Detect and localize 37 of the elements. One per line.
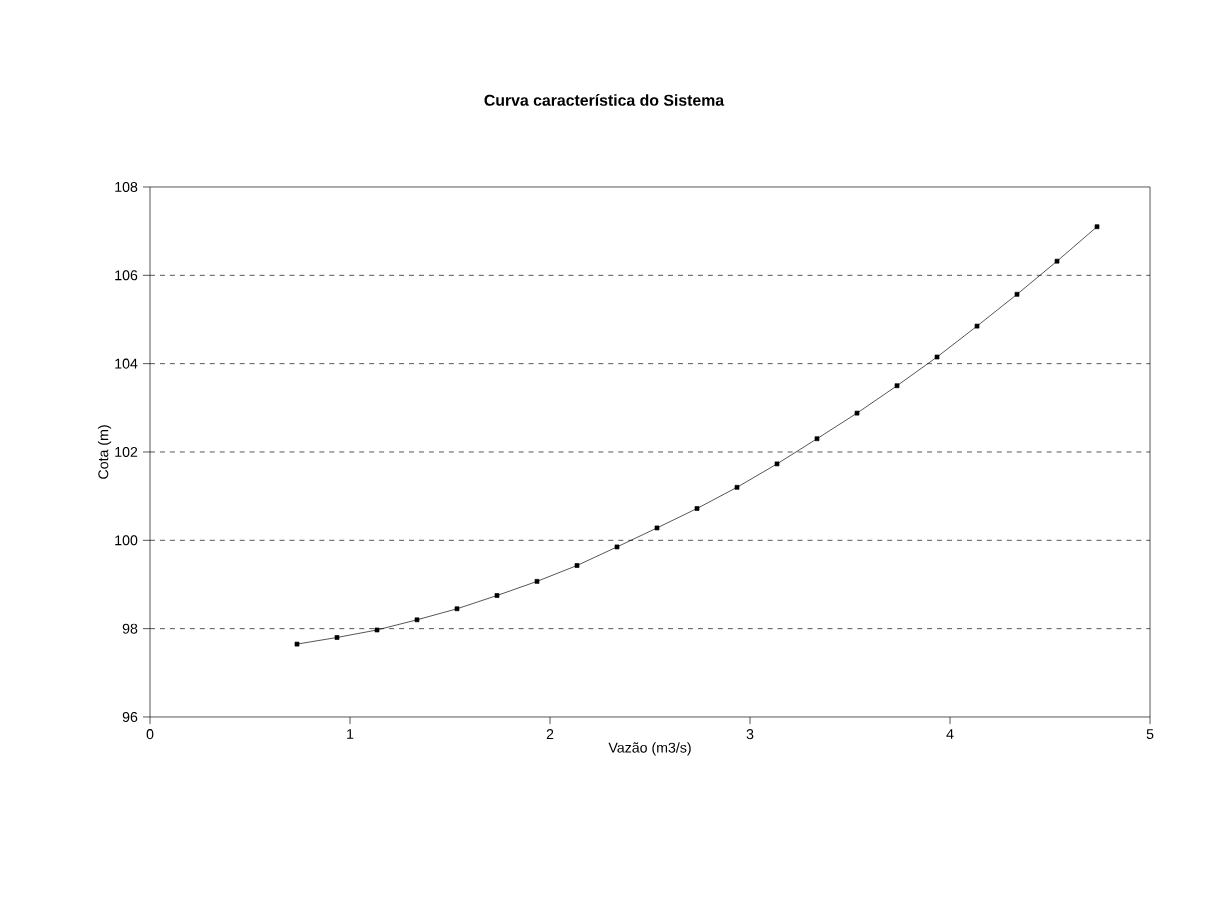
point [774, 461, 780, 467]
point [1094, 224, 1100, 230]
x-tick-label: 5 [1146, 729, 1154, 739]
point [854, 410, 860, 416]
point [414, 617, 420, 623]
point [894, 383, 900, 389]
point [334, 635, 340, 640]
x-axis-title: Vazão (m3/s) [608, 742, 691, 756]
y-tick-label: 106 [115, 270, 138, 281]
y-tick-label: 100 [115, 535, 138, 546]
point [1014, 291, 1020, 297]
x-tick-label: 4 [946, 729, 954, 739]
x-tick-label: 1 [347, 729, 354, 739]
y-tick-label: 104 [115, 358, 138, 369]
y-tick-label: 96 [122, 711, 138, 722]
point [1054, 258, 1060, 264]
point [574, 563, 580, 568]
point [534, 579, 540, 584]
point [494, 593, 500, 598]
x-tick-label: 3 [746, 729, 754, 740]
chart-title: Curva característica do Sistema [484, 94, 725, 106]
y-tick-label: 98 [122, 623, 138, 634]
point [694, 506, 700, 511]
y-tick-label: 102 [115, 446, 138, 457]
point [454, 606, 460, 612]
point [654, 525, 660, 531]
x-tick-label: 2 [546, 729, 554, 740]
point [374, 627, 380, 633]
point [814, 436, 820, 442]
x-tick-label: 0 [146, 729, 154, 740]
point [734, 484, 740, 490]
point [294, 641, 300, 647]
y-axis-title: Cota (m) [97, 425, 112, 479]
y-tick-label: 108 [115, 181, 138, 192]
point [934, 354, 940, 360]
point [974, 323, 980, 329]
point [614, 544, 620, 550]
